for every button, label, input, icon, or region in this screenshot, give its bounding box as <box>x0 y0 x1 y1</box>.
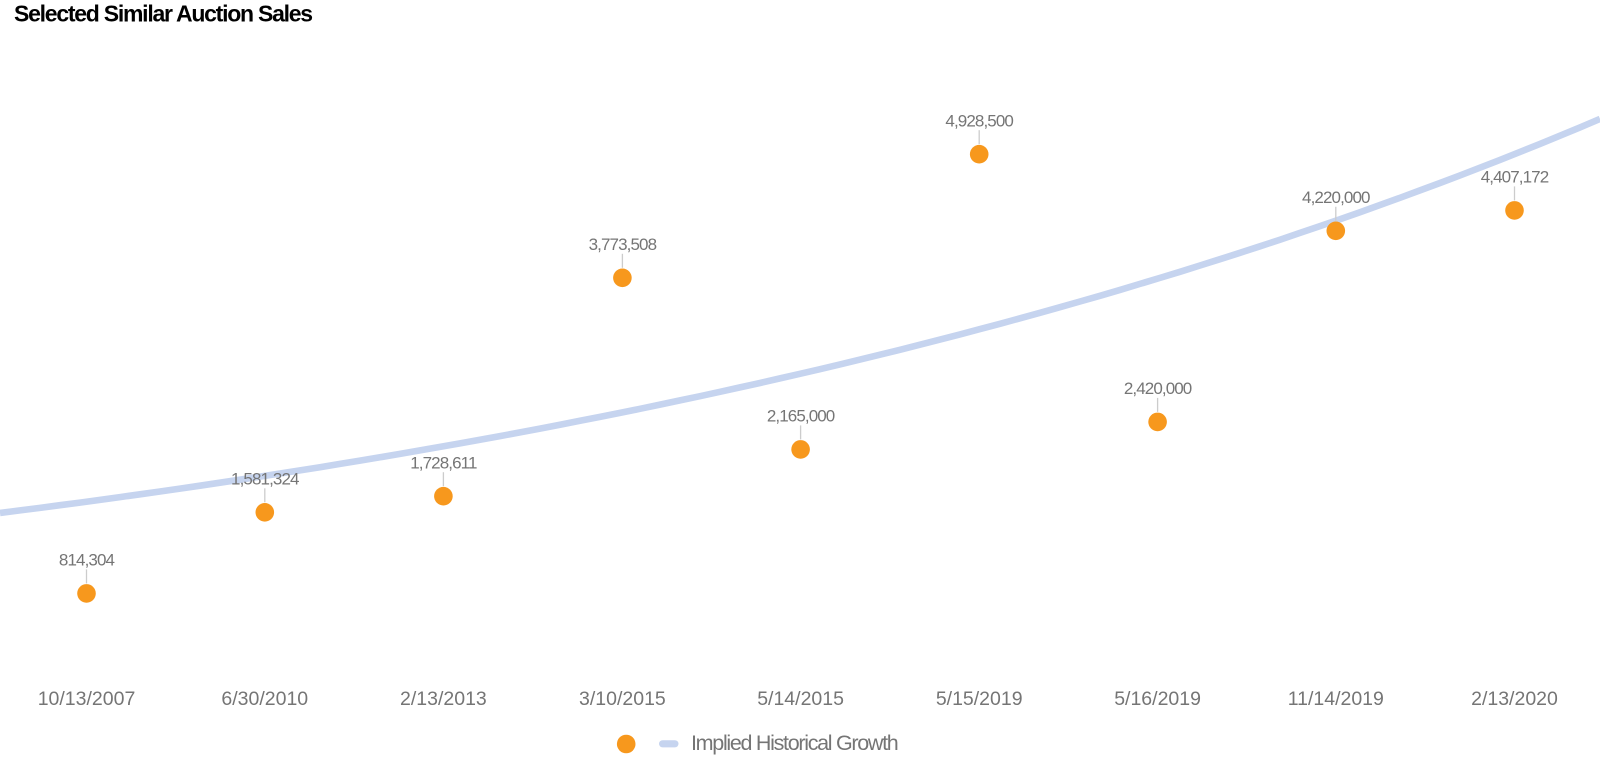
svg-text:5/14/2015: 5/14/2015 <box>757 688 844 710</box>
svg-text:Selected Similar Auction Sales: Selected Similar Auction Sales <box>14 1 312 27</box>
svg-text:6/30/2010: 6/30/2010 <box>221 688 308 710</box>
svg-text:1,728,611: 1,728,611 <box>410 453 477 472</box>
svg-text:10/13/2007: 10/13/2007 <box>38 688 136 710</box>
svg-text:3,773,508: 3,773,508 <box>589 235 657 254</box>
svg-text:5/16/2019: 5/16/2019 <box>1114 688 1201 710</box>
svg-text:2,420,000: 2,420,000 <box>1124 379 1192 398</box>
svg-text:4,928,500: 4,928,500 <box>945 111 1013 130</box>
svg-text:4,220,000: 4,220,000 <box>1302 188 1370 207</box>
svg-text:2/13/2020: 2/13/2020 <box>1471 688 1558 710</box>
svg-text:1,581,324: 1,581,324 <box>231 470 299 489</box>
svg-text:4,407,172: 4,407,172 <box>1481 168 1549 187</box>
svg-text:814,304: 814,304 <box>59 551 115 570</box>
svg-text:2,165,000: 2,165,000 <box>767 407 835 426</box>
svg-text:5/15/2019: 5/15/2019 <box>936 688 1023 710</box>
svg-text:2/13/2013: 2/13/2013 <box>400 688 487 710</box>
svg-text:11/14/2019: 11/14/2019 <box>1288 688 1384 710</box>
svg-text:Implied Historical Growth: Implied Historical Growth <box>691 731 898 755</box>
svg-text:3/10/2015: 3/10/2015 <box>579 688 666 710</box>
